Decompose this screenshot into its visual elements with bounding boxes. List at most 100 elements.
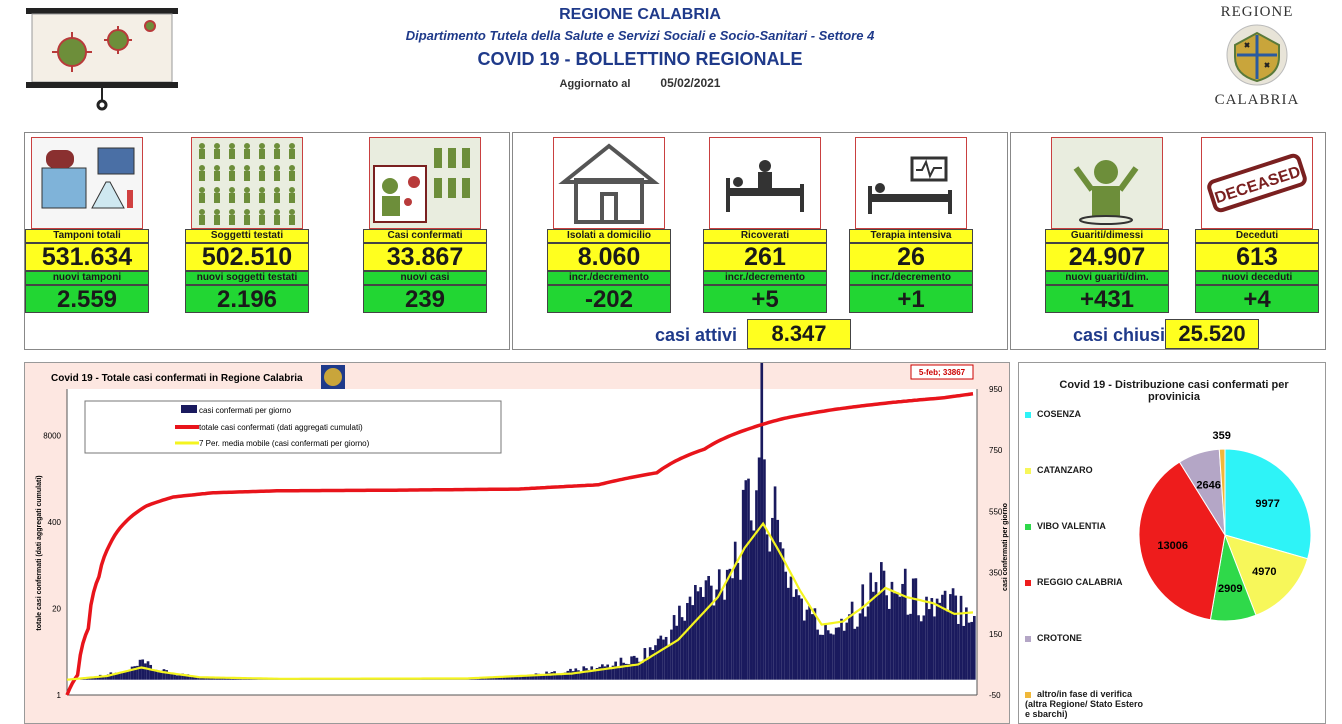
daily-bar bbox=[832, 634, 835, 680]
daily-bar bbox=[513, 676, 517, 680]
daily-bar bbox=[133, 666, 137, 680]
tamponi-value: 531.634 bbox=[25, 243, 149, 271]
daily-bar bbox=[152, 669, 155, 680]
chart-emblem-icon bbox=[321, 365, 345, 389]
daily-bar bbox=[909, 613, 912, 680]
daily-bar bbox=[104, 675, 107, 680]
daily-bar bbox=[970, 621, 973, 680]
daily-bar bbox=[106, 674, 110, 680]
daily-bar bbox=[93, 677, 97, 680]
icu-monitor-icon bbox=[855, 137, 967, 229]
nuovi-guariti-value: +431 bbox=[1045, 285, 1169, 313]
daily-bar bbox=[561, 673, 564, 680]
terapia-label: Terapia intensiva bbox=[849, 229, 973, 243]
daily-bar bbox=[821, 634, 825, 680]
confermati-label: Casi confermati bbox=[363, 229, 487, 243]
daily-bar bbox=[154, 669, 158, 680]
card-confermati: Casi confermati 33.867 nuovi casi 239 bbox=[363, 137, 487, 313]
daily-bar bbox=[598, 666, 602, 680]
daily-bar bbox=[829, 633, 833, 680]
daily-bar bbox=[776, 519, 780, 680]
daily-bar bbox=[101, 676, 105, 680]
pie-legend-label: COSENZA bbox=[1037, 409, 1082, 419]
daily-bar bbox=[205, 677, 208, 680]
card-guariti: Guariti/dimessi 24.907 nuovi guariti/dim… bbox=[1045, 137, 1169, 313]
daily-bar bbox=[922, 615, 926, 680]
daily-bar bbox=[606, 664, 610, 680]
daily-bar bbox=[842, 630, 846, 680]
right-tick-label: -50 bbox=[989, 691, 1001, 700]
bulletin-header: REGIONE CALABRIA Dipartimento Tutela del… bbox=[380, 6, 900, 90]
daily-bar bbox=[898, 596, 902, 680]
daily-bar bbox=[683, 620, 687, 680]
daily-bar bbox=[120, 671, 123, 680]
daily-bar bbox=[919, 621, 923, 680]
updated-line: Aggiornato al 05/02/2021 bbox=[380, 76, 900, 90]
person-figure bbox=[259, 187, 265, 203]
person-figure bbox=[229, 165, 235, 181]
daily-bar bbox=[686, 603, 689, 680]
terapia-incr-label: incr./decremento bbox=[849, 271, 973, 285]
soggetti-value: 502.510 bbox=[185, 243, 309, 271]
pie-value-label: 4970 bbox=[1252, 566, 1276, 578]
nuovi-deceduti-value: +4 bbox=[1195, 285, 1319, 313]
daily-bar bbox=[869, 572, 873, 680]
daily-bar bbox=[728, 568, 732, 680]
casi-chiusi-value: 25.520 bbox=[1165, 319, 1259, 349]
daily-bar bbox=[880, 562, 883, 680]
person-figure bbox=[289, 209, 295, 225]
left-tick-label: 400 bbox=[48, 518, 62, 527]
pie-legend-label: VIBO VALENTIA bbox=[1037, 521, 1106, 531]
ricoverati-incr-label: incr./decremento bbox=[703, 271, 827, 285]
daily-bar bbox=[808, 605, 811, 680]
daily-bar bbox=[494, 677, 498, 680]
nuovi-soggetti-value: 2.196 bbox=[185, 285, 309, 313]
annotation-text: 5-feb; 33867 bbox=[919, 368, 966, 377]
pie-slice bbox=[1224, 534, 1309, 616]
pie-value-label: 13006 bbox=[1157, 540, 1188, 552]
daily-bar bbox=[752, 530, 756, 680]
deceduti-label: Deceduti bbox=[1195, 229, 1319, 243]
daily-bar bbox=[521, 676, 524, 680]
daily-bar bbox=[720, 590, 724, 680]
person-figure bbox=[214, 165, 220, 181]
daily-bar bbox=[144, 663, 147, 680]
nuovi-soggetti-label: nuovi soggetti testati bbox=[185, 271, 309, 285]
daily-bar bbox=[213, 677, 216, 680]
tests-panel: Tamponi totali 531.634 nuovi tamponi 2.5… bbox=[24, 132, 510, 350]
pie-legend-item: altro/in fase di verifica (altra Regione… bbox=[1025, 689, 1145, 719]
daily-bar bbox=[112, 673, 115, 680]
pie-legend-item: REGGIO CALABRIA bbox=[1025, 577, 1123, 587]
daily-bar bbox=[170, 674, 174, 680]
person-figure bbox=[229, 187, 235, 203]
infected-person-icon bbox=[369, 137, 481, 229]
daily-bar bbox=[181, 673, 184, 680]
daily-bar bbox=[672, 615, 676, 680]
daily-bar bbox=[954, 595, 958, 680]
daily-bar bbox=[773, 486, 777, 680]
daily-bar bbox=[813, 608, 817, 680]
pie-value-label: 2909 bbox=[1218, 583, 1242, 595]
daily-bar bbox=[550, 672, 554, 680]
daily-bar bbox=[510, 675, 514, 680]
deceased-stamp-icon: DECEASED bbox=[1201, 137, 1313, 229]
daily-bar bbox=[882, 570, 886, 680]
daily-bar bbox=[744, 480, 748, 680]
daily-bar bbox=[138, 659, 142, 680]
isolati-value: 8.060 bbox=[547, 243, 671, 271]
pie-legend-swatch bbox=[1025, 635, 1031, 642]
person-figure bbox=[244, 165, 250, 181]
card-isolati: Isolati a domicilio 8.060 incr./decremen… bbox=[547, 137, 671, 313]
people-grid-figures bbox=[199, 143, 295, 225]
ricoverati-value: 261 bbox=[703, 243, 827, 271]
daily-bar bbox=[789, 576, 793, 680]
daily-bar bbox=[696, 591, 700, 680]
daily-bar bbox=[717, 569, 721, 680]
daily-bar bbox=[866, 606, 870, 680]
card-ricoverati: Ricoverati 261 incr./decremento +5 bbox=[703, 137, 827, 313]
daily-bar bbox=[925, 596, 928, 680]
province-pie-chart: Covid 19 - Distribuzione casi confermati… bbox=[1018, 362, 1326, 724]
daily-bar bbox=[885, 595, 888, 680]
daily-bar bbox=[675, 625, 679, 680]
daily-bar bbox=[765, 534, 769, 680]
